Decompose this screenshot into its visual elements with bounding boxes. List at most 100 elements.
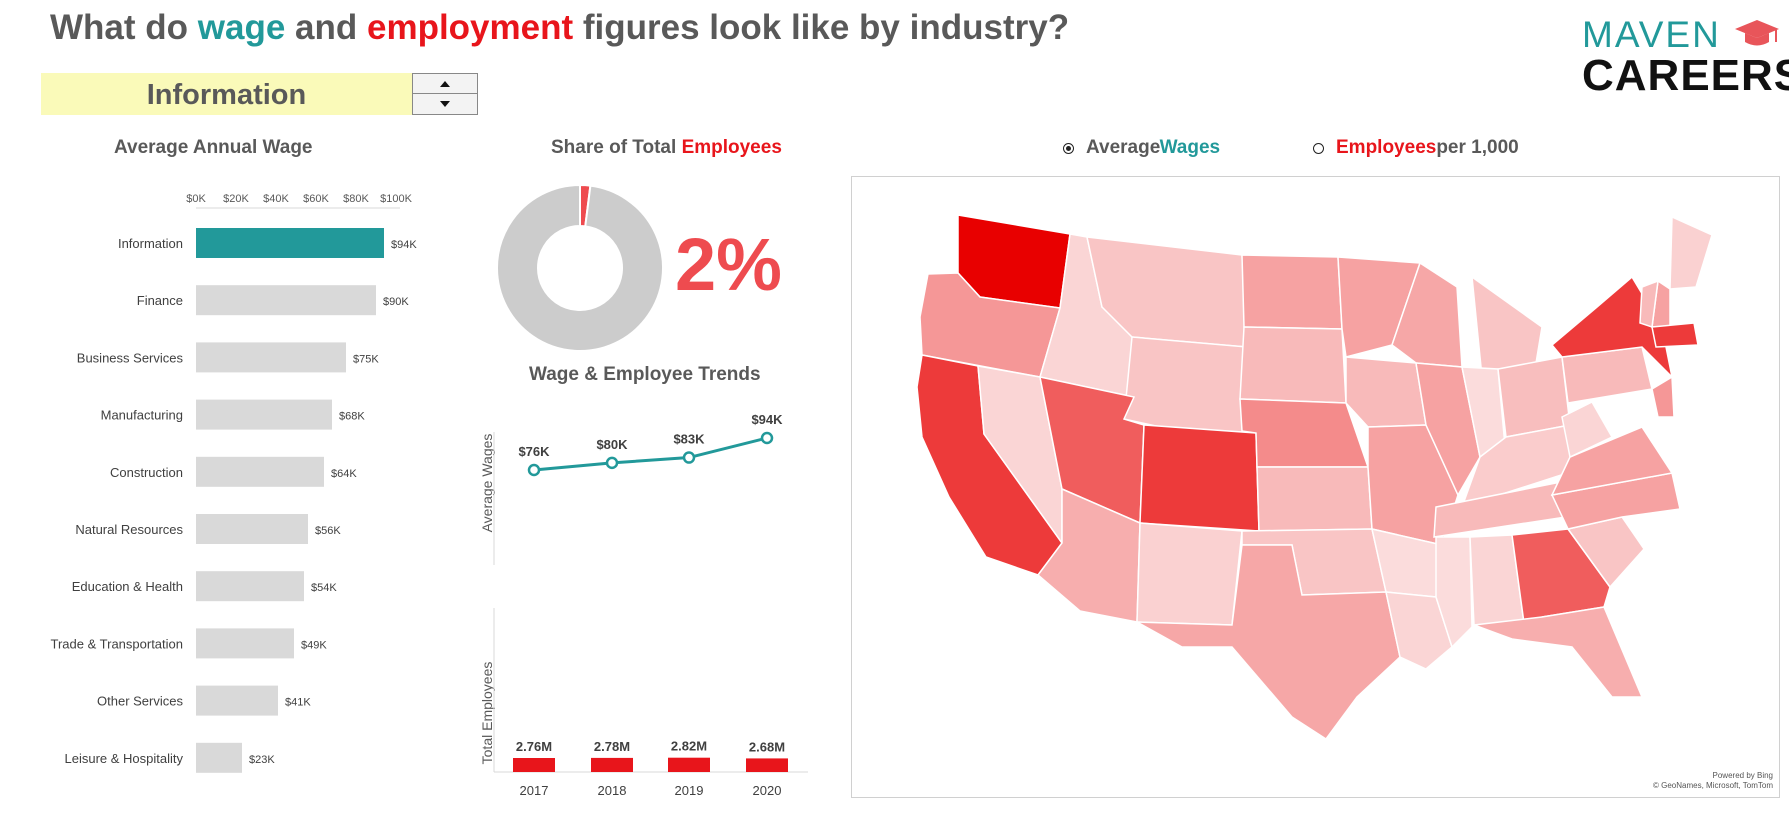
bar-value-label: $56K <box>315 525 341 537</box>
wage-bar <box>196 742 242 773</box>
share-chart-title: Share of Total Employees <box>551 137 782 159</box>
state-west-virginia[interactable] <box>1561 401 1614 459</box>
bar-value-label: $64K <box>331 468 357 480</box>
share-title-highlight: Employees <box>681 137 782 158</box>
state-south-dakota[interactable] <box>1239 326 1347 404</box>
year-tick-label: 2017 <box>520 783 549 798</box>
title-employment-word: employment <box>366 8 574 47</box>
state-maine[interactable] <box>1669 215 1713 290</box>
map-credit-line1: Powered by Bing <box>1712 771 1773 780</box>
radio-option1-prefix: Average <box>1086 137 1161 158</box>
bar-value-label: $90K <box>383 296 409 308</box>
state-minnesota[interactable] <box>1337 256 1422 358</box>
logo-line2: CAREERS <box>1582 51 1789 100</box>
page-title: What do wage and employment figures look… <box>50 8 1069 48</box>
map-credit-line2: © GeoNames, Microsoft, TomTom <box>1653 781 1773 790</box>
category-label: Leisure & Hospitality <box>65 751 184 766</box>
state-massachusetts[interactable] <box>1651 322 1699 348</box>
donut-slice <box>496 183 664 352</box>
x-tick-label: $20K <box>223 193 249 205</box>
state-new-mexico[interactable] <box>1136 522 1243 626</box>
bar-value-label: $54K <box>311 582 337 594</box>
category-label: Construction <box>110 465 183 480</box>
year-tick-label: 2018 <box>598 783 627 798</box>
triangle-up-icon <box>440 80 450 87</box>
category-label: Natural Resources <box>75 522 183 537</box>
state-nebraska[interactable] <box>1239 398 1370 468</box>
bar-value-label: $23K <box>249 754 275 766</box>
wage-trend-label: $76K <box>518 444 550 459</box>
category-label: Finance <box>137 293 183 308</box>
us-choropleth <box>916 214 1713 741</box>
industry-selector-value: Information <box>146 79 307 111</box>
state-louisiana[interactable] <box>1385 591 1453 670</box>
state-new-jersey[interactable] <box>1651 375 1675 418</box>
state-illinois[interactable] <box>1415 362 1481 497</box>
category-label: Education & Health <box>72 579 183 594</box>
wage-trend-point <box>605 456 619 470</box>
employee-bar <box>591 757 633 772</box>
wage-bar <box>196 285 376 316</box>
title-part2: and <box>285 8 367 47</box>
wage-trend-point <box>527 463 541 477</box>
logo-line1: MAVEN <box>1582 14 1721 55</box>
industry-selector[interactable]: Information <box>41 73 412 115</box>
state-iowa[interactable] <box>1345 356 1427 428</box>
radio-selected-icon <box>1063 142 1074 154</box>
wage-bar <box>196 456 324 487</box>
x-tick-label: $80K <box>343 193 369 205</box>
triangle-down-icon <box>440 101 450 107</box>
category-label: Other Services <box>97 694 183 709</box>
state-north-dakota[interactable] <box>1241 254 1343 330</box>
state-mississippi[interactable] <box>1435 536 1473 649</box>
x-tick-label: $40K <box>263 193 289 205</box>
wage-trend-point <box>682 451 696 464</box>
employee-bar-label: 2.78M <box>594 739 630 754</box>
radio-employees-per-1000[interactable]: Employees per 1,000 <box>1313 137 1519 159</box>
wage-bar <box>196 571 304 602</box>
graduation-cap-icon <box>1735 20 1779 46</box>
state-florida[interactable] <box>1473 606 1644 698</box>
us-map[interactable]: Powered by Bing © GeoNames, Microsoft, T… <box>851 176 1780 798</box>
title-part3: figures look like by industry? <box>573 8 1070 47</box>
line-ylabel: Average Wages <box>479 434 495 533</box>
spinner-up-button[interactable] <box>413 74 477 94</box>
year-tick-label: 2019 <box>675 783 704 798</box>
year-tick-label: 2020 <box>753 783 782 798</box>
radio-option2-suffix: per 1,000 <box>1436 137 1519 158</box>
wage-trend-label: $83K <box>673 432 705 447</box>
wage-trend-label: $80K <box>596 437 628 452</box>
employee-bar <box>513 758 555 772</box>
x-tick-label: $0K <box>186 193 206 205</box>
employee-bar-label: 2.76M <box>516 739 552 754</box>
wage-bar <box>196 514 308 544</box>
wage-bar <box>196 399 332 430</box>
state-wisconsin[interactable] <box>1391 261 1463 368</box>
trends-chart: Average Wages $76K $80K $83K $94K Total Emp… <box>479 412 808 798</box>
wage-trend-point <box>760 431 774 445</box>
radio-average-wages[interactable]: Average Wages <box>1063 137 1220 159</box>
wage-bar-chart: $0K $20K $40K $60K $80K $100K Information $94K… <box>51 193 417 773</box>
state-colorado[interactable] <box>1139 424 1260 532</box>
maven-careers-logo: MAVEN CAREERS <box>1582 14 1789 100</box>
category-label: Business Services <box>77 350 184 365</box>
state-virginia[interactable] <box>1550 426 1674 497</box>
wage-bar <box>196 342 346 373</box>
wage-trend-line <box>533 436 768 472</box>
trends-chart-title: Wage & Employee Trends <box>529 364 761 385</box>
employee-bar-label: 2.68M <box>749 739 785 754</box>
state-kansas[interactable] <box>1256 466 1373 532</box>
industry-spinner[interactable] <box>412 73 478 115</box>
radio-option1-highlight: Wages <box>1159 137 1221 158</box>
map-credit: Powered by Bing © GeoNames, Microsoft, T… <box>1653 771 1773 791</box>
spinner-down-button[interactable] <box>413 94 477 114</box>
state-ohio[interactable] <box>1497 356 1571 438</box>
title-wage-word: wage <box>197 8 286 47</box>
title-part1: What do <box>50 8 198 47</box>
bar-value-label: $68K <box>339 411 365 423</box>
wage-bar <box>196 628 294 659</box>
category-label: Information <box>118 236 183 251</box>
state-texas[interactable] <box>1136 544 1401 741</box>
category-label: Trade & Transportation <box>51 636 183 651</box>
x-tick-label: $100K <box>380 193 412 205</box>
